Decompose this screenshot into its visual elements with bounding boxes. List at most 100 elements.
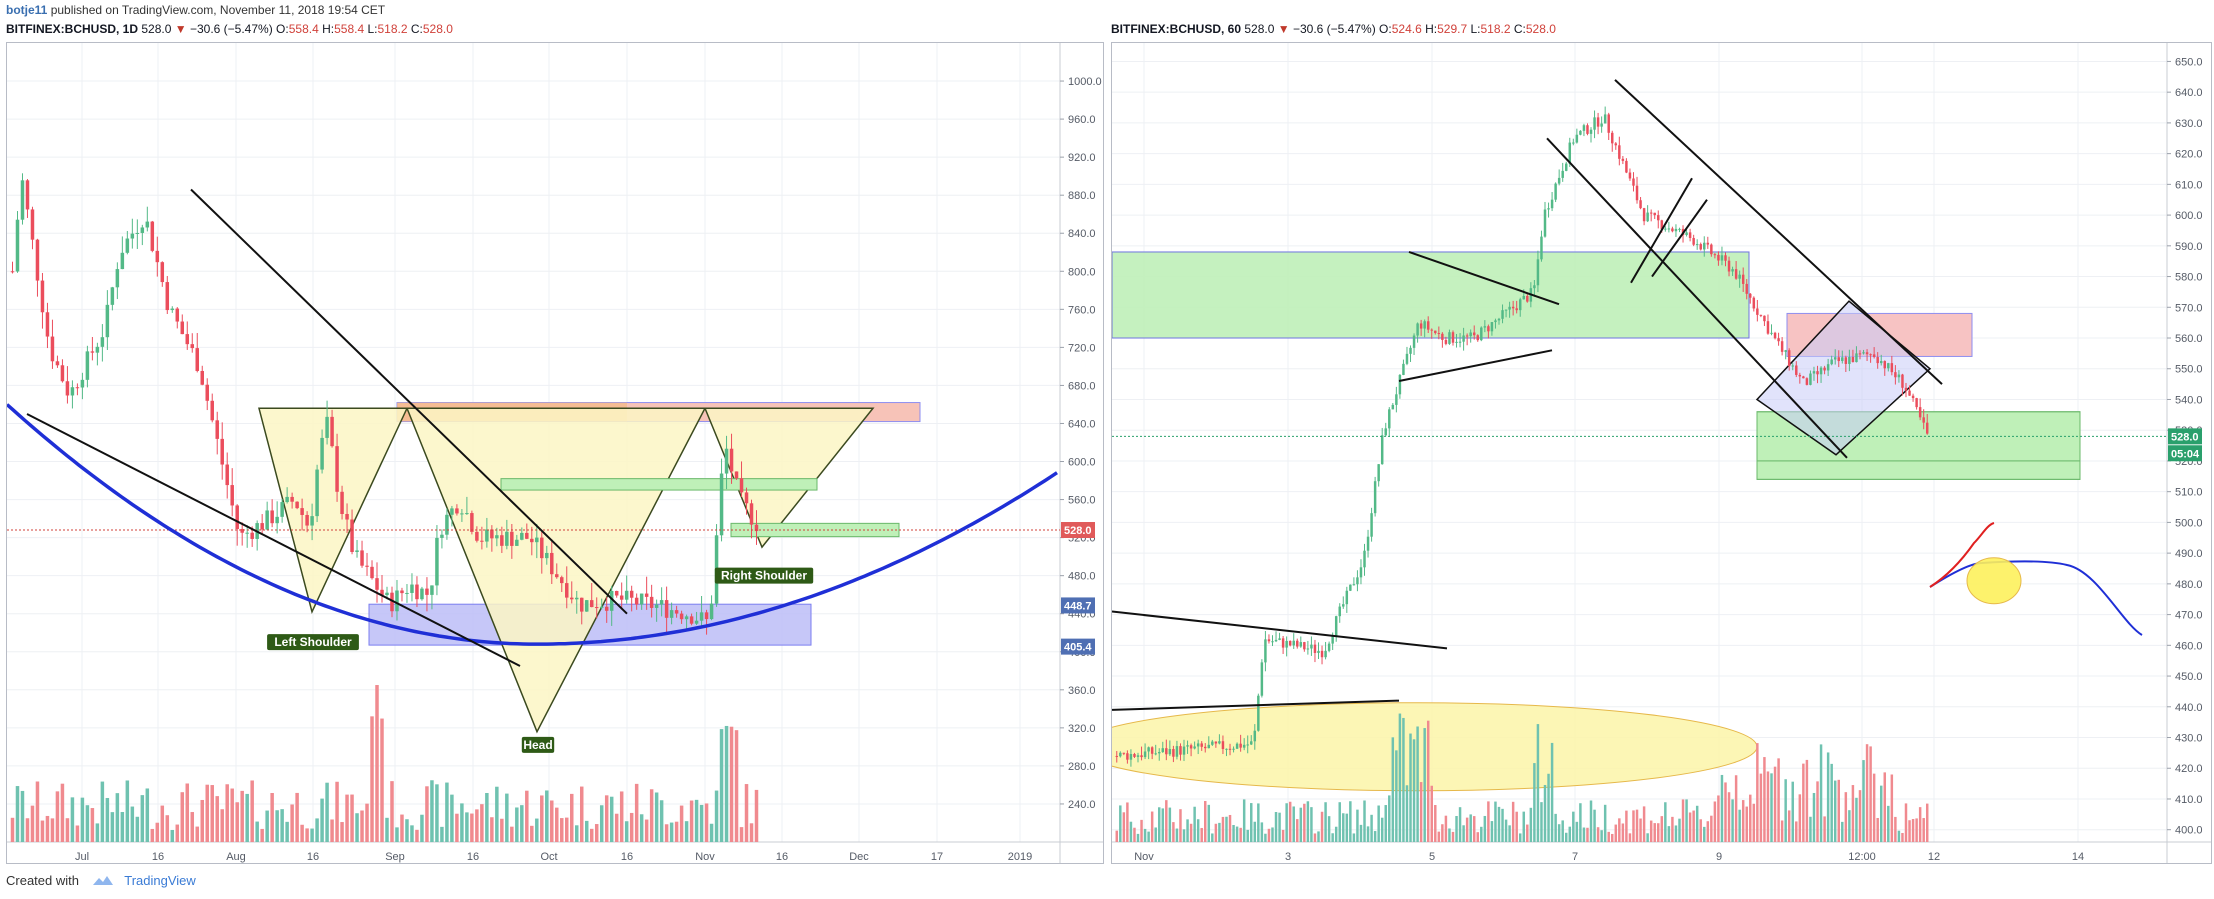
right-low: 518.2 bbox=[1480, 22, 1511, 36]
volume-bar bbox=[305, 828, 309, 842]
candle-body bbox=[1115, 755, 1119, 757]
candle-body bbox=[1600, 123, 1603, 127]
x-tick-label: Nov bbox=[695, 851, 715, 863]
volume-bar bbox=[1876, 817, 1879, 842]
candle-body bbox=[180, 321, 185, 335]
volume-bar bbox=[60, 783, 65, 842]
x-tick-label: Dec bbox=[849, 851, 869, 863]
volume-bar bbox=[694, 799, 699, 842]
x-tick-label: Oct bbox=[540, 851, 557, 863]
candle-body bbox=[1738, 274, 1741, 279]
volume-bar bbox=[1126, 802, 1129, 842]
candle-body bbox=[1809, 373, 1812, 385]
candle-body bbox=[1409, 347, 1412, 354]
daily-chart-svg[interactable]: 240.0280.0320.0360.0400.0440.0480.0520.0… bbox=[7, 43, 1103, 863]
y-tick-label: 510.0 bbox=[2175, 487, 2203, 499]
candle-body bbox=[1879, 361, 1883, 364]
candle-body bbox=[265, 510, 269, 530]
bearish-projection bbox=[1929, 522, 1995, 588]
volume-bar bbox=[599, 805, 604, 842]
candle-body bbox=[1515, 308, 1518, 311]
volume-bar bbox=[255, 821, 259, 842]
volume-bar bbox=[125, 780, 130, 842]
volume-bar bbox=[649, 789, 654, 842]
candle-body bbox=[25, 180, 30, 210]
x-tick-label: 16 bbox=[467, 851, 479, 863]
candle-body bbox=[1543, 209, 1547, 237]
candle-body bbox=[1784, 350, 1787, 352]
candle-body bbox=[1865, 352, 1869, 355]
volume-bar bbox=[40, 820, 45, 842]
candle-body bbox=[1352, 584, 1356, 586]
candle-body bbox=[1150, 747, 1154, 754]
volume-bar bbox=[1908, 820, 1911, 842]
candle-body bbox=[1246, 744, 1249, 746]
candle-body bbox=[95, 346, 100, 353]
volume-bar bbox=[30, 805, 35, 842]
volume-bar bbox=[1904, 803, 1908, 842]
volume-bar bbox=[1695, 805, 1699, 842]
candle-body bbox=[1699, 244, 1702, 250]
candle-body bbox=[415, 584, 419, 600]
candle-body bbox=[1720, 255, 1724, 261]
volume-bar bbox=[515, 807, 519, 842]
volume-bar bbox=[290, 804, 294, 842]
volume-bar bbox=[10, 817, 15, 842]
volume-bar bbox=[530, 825, 534, 842]
volume-bar bbox=[1802, 763, 1805, 842]
author-link[interactable]: botje11 bbox=[6, 3, 48, 17]
right-h-label: H: bbox=[1425, 22, 1438, 36]
y-tick-label: 240.0 bbox=[1068, 799, 1096, 811]
hourly-chart-svg[interactable]: 400.0 410.0 420.0 430.0 440.0 450.0 460.0 470.0… bbox=[1112, 43, 2211, 863]
candle-body bbox=[1317, 650, 1320, 653]
candle-body bbox=[624, 590, 629, 600]
volume-bar bbox=[1628, 833, 1632, 842]
y-tick-label: 600.0 bbox=[2175, 210, 2203, 222]
daily-chart-panel[interactable]: 240.0280.0320.0360.0400.0440.0480.0520.0… bbox=[6, 42, 1104, 864]
candle-body bbox=[1211, 741, 1214, 745]
candle-body bbox=[85, 351, 90, 380]
left-symbol[interactable]: BITFINEX:BCHUSD, 1D bbox=[6, 22, 139, 36]
volume-bar bbox=[1639, 818, 1642, 842]
volume-bar bbox=[315, 818, 319, 842]
candle-body bbox=[1129, 754, 1133, 760]
x-tick-label: Sep bbox=[385, 851, 405, 863]
candle-body bbox=[1455, 341, 1458, 343]
candle-body bbox=[1172, 749, 1175, 757]
created-with-text: Created with bbox=[6, 873, 79, 888]
right-symbol[interactable]: BITFINEX:BCHUSD, 60 bbox=[1111, 22, 1242, 36]
volume-bar bbox=[1922, 818, 1925, 842]
candle-body bbox=[375, 578, 379, 590]
volume-bar bbox=[340, 822, 344, 842]
candle-body bbox=[275, 516, 279, 524]
volume-bar bbox=[574, 825, 579, 842]
hourly-chart-panel[interactable]: 400.0 410.0 420.0 430.0 440.0 450.0 460.0 470.0… bbox=[1111, 42, 2212, 864]
tradingview-link[interactable]: TradingView bbox=[124, 873, 196, 888]
y-tick-label: 480.0 bbox=[2175, 579, 2203, 591]
volume-bar bbox=[1699, 819, 1702, 842]
x-tick-label: 2019 bbox=[1008, 851, 1032, 863]
volume-bar bbox=[275, 810, 279, 842]
candle-body bbox=[190, 344, 195, 349]
volume-bar bbox=[1837, 779, 1840, 842]
y-tick-label: 320.0 bbox=[1068, 723, 1096, 735]
volume-bar bbox=[1667, 826, 1671, 842]
volume-bar bbox=[1787, 810, 1791, 842]
volume-bar bbox=[1543, 784, 1547, 842]
down-arrow-icon: ▼ bbox=[174, 22, 187, 36]
x-tick-label: 9 bbox=[1716, 851, 1722, 863]
candle-body bbox=[1547, 208, 1550, 210]
candle-body bbox=[295, 501, 299, 509]
volume-bar bbox=[1646, 833, 1649, 842]
volume-bar bbox=[1915, 818, 1918, 842]
candle-body bbox=[1154, 753, 1157, 755]
x-tick-label: 17 bbox=[931, 851, 943, 863]
candle-body bbox=[525, 532, 529, 539]
candle-body bbox=[1632, 178, 1635, 186]
candle-body bbox=[1451, 332, 1455, 343]
right-last: 528.0 bbox=[1244, 22, 1275, 36]
volume-bar bbox=[1703, 826, 1706, 842]
candle-body bbox=[1296, 640, 1299, 647]
volume-bar bbox=[345, 794, 349, 842]
y-tick-label: 560.0 bbox=[2175, 333, 2203, 345]
